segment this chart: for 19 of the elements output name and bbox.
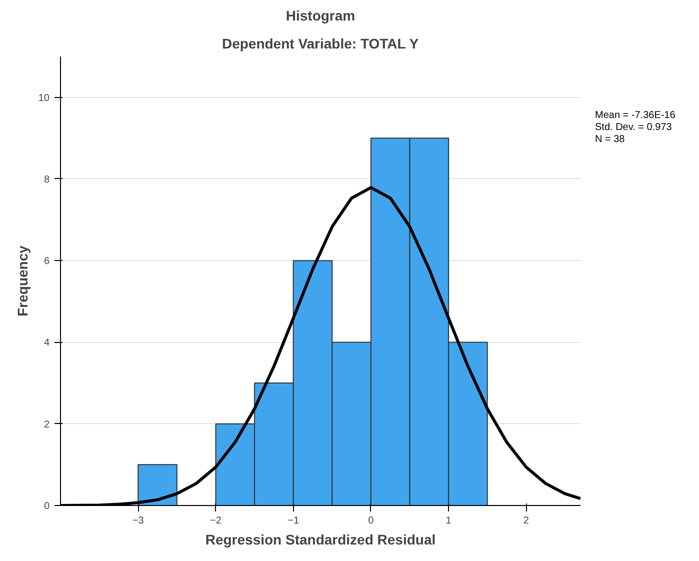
y-tick-label: 8 [44, 174, 50, 186]
y-tick-label: 6 [44, 256, 50, 268]
y-tick-label: 2 [44, 419, 50, 430]
x-tick-label: −1 [288, 516, 300, 526]
y-tick-label: 10 [38, 92, 50, 104]
y-axis-title: Frequency [14, 245, 30, 316]
x-tick-label: 1 [446, 516, 452, 526]
x-tick-label: 0 [368, 516, 374, 526]
x-tick-label: 2 [523, 516, 530, 526]
y-tick-label: 0 [44, 501, 50, 512]
chart-title: Histogram [286, 8, 356, 24]
x-tick-label: −3 [132, 516, 144, 526]
x-axis-title: Regression Standardized Residual [205, 532, 436, 548]
y-tick-label: 4 [44, 338, 50, 349]
x-tick-label: −2 [210, 516, 222, 526]
text: Mean = -7.36E-16 [595, 110, 676, 121]
text: N = 38 [595, 134, 625, 145]
chart-subtitle: Dependent Variable: TOTAL Y [222, 36, 420, 52]
text: Std. Dev. = 0.973 [595, 122, 672, 133]
